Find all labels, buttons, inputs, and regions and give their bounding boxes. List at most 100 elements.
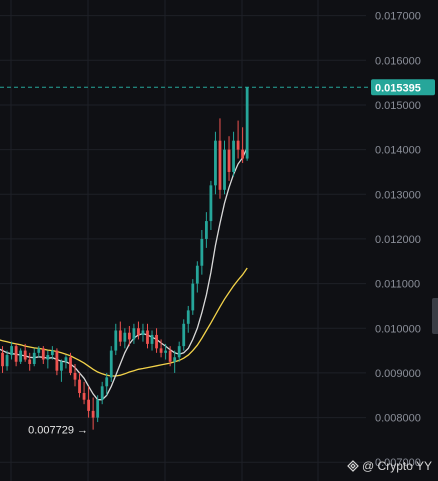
candle-body — [73, 372, 77, 380]
candle — [19, 348, 23, 364]
candle — [41, 346, 45, 364]
candle — [182, 319, 186, 351]
candle — [150, 330, 154, 351]
candle — [1, 346, 4, 373]
y-tick-label: 0.016000 — [375, 55, 421, 67]
candle — [214, 131, 217, 195]
candle — [232, 131, 235, 177]
candle-body — [5, 355, 9, 367]
candle-body — [186, 310, 190, 324]
candle-body — [1, 352, 4, 367]
candle — [10, 341, 13, 360]
candle-body — [236, 140, 240, 150]
candle — [96, 395, 100, 423]
candle-body — [37, 348, 41, 353]
candle-body — [245, 87, 249, 159]
candle — [91, 397, 95, 430]
watermark: @ Crypto YY — [347, 459, 432, 473]
candle — [14, 343, 18, 367]
candle-body — [141, 330, 145, 335]
candle — [118, 321, 122, 347]
candle-body — [137, 328, 140, 335]
candle-body — [227, 149, 231, 172]
candle — [186, 305, 190, 333]
candle-body — [28, 359, 32, 364]
candle-body — [118, 330, 122, 342]
candle — [64, 355, 68, 369]
candle — [60, 359, 63, 382]
candle — [223, 140, 226, 195]
annotations: 0.007729 → — [28, 425, 88, 437]
y-tick-label: 0.017000 — [375, 11, 421, 23]
candle — [137, 321, 140, 340]
candle — [73, 363, 77, 387]
candle — [114, 323, 118, 356]
moving-averages — [0, 147, 248, 401]
candle-body — [91, 410, 95, 418]
y-tick-label: 0.009000 — [375, 368, 421, 380]
candle-body — [132, 328, 136, 340]
candle-body — [109, 350, 113, 378]
candle-body — [100, 386, 104, 400]
y-tick-label: 0.013000 — [375, 189, 421, 201]
panel-resize-handle[interactable] — [432, 298, 438, 334]
candle — [105, 372, 109, 396]
candle — [5, 350, 9, 371]
candle-body — [209, 185, 213, 222]
candle — [236, 120, 240, 159]
candle — [241, 127, 245, 164]
candle-body — [23, 350, 27, 360]
candle-body — [87, 399, 90, 411]
watermark-text: @ Crypto YY — [362, 459, 432, 473]
candle-body — [82, 393, 86, 400]
candle-body — [123, 332, 127, 342]
candle — [209, 180, 213, 231]
candle — [218, 118, 222, 199]
candle — [159, 339, 163, 358]
candle-body — [200, 238, 204, 266]
candle-body — [10, 346, 13, 356]
candle — [23, 343, 27, 362]
candle-body — [214, 140, 217, 186]
candle-body — [19, 350, 23, 362]
candle-body — [191, 283, 195, 311]
candle — [87, 386, 90, 418]
candle-body — [41, 348, 45, 360]
y-tick-label: 0.010000 — [375, 323, 421, 335]
candle-body — [168, 350, 172, 362]
candle-body — [50, 350, 54, 356]
candle-body — [195, 265, 199, 284]
candle — [82, 381, 86, 405]
candle — [100, 381, 104, 405]
y-tick-label: 0.011000 — [375, 279, 420, 291]
candle-body — [69, 357, 72, 373]
candle-body — [150, 334, 154, 344]
candle-body — [177, 346, 181, 358]
candle — [32, 348, 36, 367]
candle-body — [218, 140, 222, 190]
candle-body — [60, 361, 63, 371]
candle — [141, 323, 145, 342]
candle — [164, 343, 168, 360]
candle-body — [164, 350, 168, 353]
candle-body — [55, 350, 59, 371]
candle-body — [46, 355, 50, 360]
candle-body — [159, 348, 163, 353]
price-tag — [371, 79, 435, 96]
candle-body — [155, 334, 158, 349]
candle — [109, 346, 113, 382]
candle — [168, 346, 172, 367]
candle — [55, 348, 59, 376]
candle — [146, 323, 149, 349]
candle-body — [64, 357, 68, 362]
candle-body — [14, 346, 18, 362]
candle — [37, 346, 41, 358]
candle-body — [223, 149, 226, 190]
ma-fast-line — [0, 147, 248, 401]
candle — [173, 350, 177, 373]
candle-body — [204, 221, 208, 239]
candle — [227, 136, 231, 181]
current-price-line: 0.015395 — [0, 79, 435, 96]
candle-body — [32, 352, 36, 364]
